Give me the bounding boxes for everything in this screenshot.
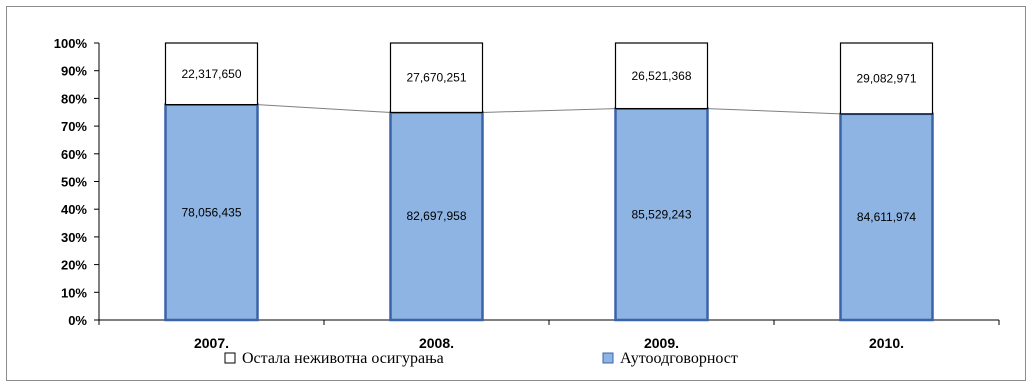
chart-frame: 0% 10% 20% 30% 40% 50% 60% 70% 80% 90% 100% 78,056,… (6, 6, 1026, 381)
data-label-ostala: 29,082,971 (856, 71, 916, 85)
data-label-autoodgovornost: 82,697,958 (406, 209, 466, 223)
legend-label-autoodgovornost: Аутоодговорност (620, 350, 738, 367)
bar-segment-ostala (839, 42, 934, 115)
data-label-ostala: 26,521,368 (631, 69, 691, 83)
bar-segment-ostala (389, 42, 484, 114)
x-category-label: 2009. (644, 335, 679, 351)
y-tick-label: 20% (61, 258, 87, 273)
y-tick-label: 40% (61, 202, 87, 217)
y-tick-label: 50% (61, 175, 87, 190)
y-tick-label: 30% (61, 230, 87, 245)
y-tick-label: 80% (61, 91, 87, 106)
y-tick-label: 10% (61, 285, 87, 300)
series-connector-line (257, 104, 391, 113)
bar-segment-ostala (164, 42, 259, 106)
bar-segment-autoodgovornost (839, 112, 934, 322)
data-label-autoodgovornost: 78,056,435 (181, 205, 241, 219)
y-tick-label: 90% (61, 64, 87, 79)
series-connector-line (482, 108, 616, 113)
legend-label-ostala: Остала неживотна осигурања (242, 350, 444, 367)
bar-segment-autoodgovornost (614, 107, 709, 322)
data-label-ostala: 22,317,650 (181, 67, 241, 81)
data-label-ostala: 27,670,251 (406, 71, 466, 85)
y-tick-label: 0% (68, 313, 87, 328)
series-connector-line (707, 108, 841, 115)
y-tick-label: 100% (54, 36, 88, 51)
bar-segment-ostala (614, 42, 709, 110)
stacked-percent-bar-chart: 0% 10% 20% 30% 40% 50% 60% 70% 80% 90% 100% 78,056,… (54, 36, 1000, 367)
y-tick-label: 70% (61, 119, 87, 134)
data-label-autoodgovornost: 84,611,974 (857, 210, 916, 224)
y-tick-label: 60% (61, 147, 87, 162)
x-category-label: 2008. (419, 335, 454, 351)
legend-swatch-autoodgovornost (602, 352, 614, 364)
data-label-autoodgovornost: 85,529,243 (631, 207, 691, 221)
x-category-label: 2007. (194, 335, 229, 351)
x-category-label: 2010. (869, 335, 904, 351)
legend-swatch-ostala (224, 352, 236, 364)
